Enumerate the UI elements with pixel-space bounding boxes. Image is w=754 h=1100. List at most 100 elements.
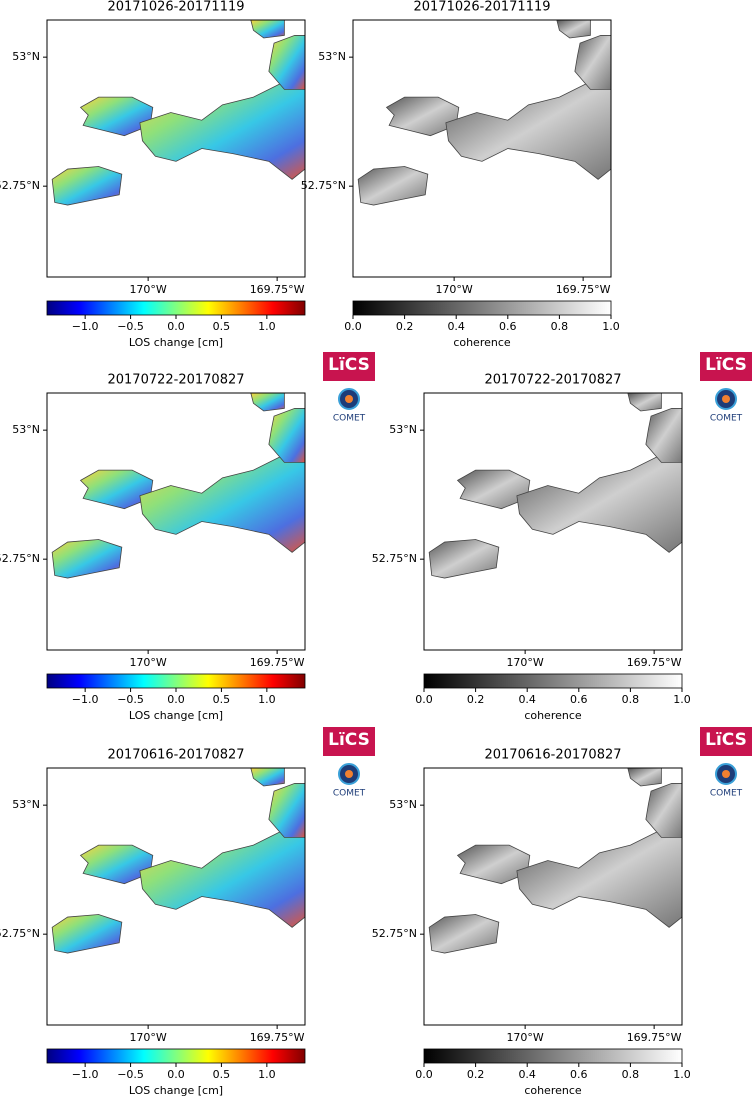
x-tick-label: 169.75°W [627, 1031, 682, 1044]
colorbar-tick-label: −0.5 [117, 320, 144, 333]
panel-title: 20170722-20170827 [107, 373, 244, 388]
colorbar [46, 1048, 306, 1064]
y-tick-label: 52.75°N [372, 552, 417, 565]
colorbar-tick-label: 0.2 [396, 320, 414, 333]
island [428, 539, 500, 579]
colorbar-tick-label: 0.6 [570, 693, 588, 706]
logo-subtitle: COMET [333, 414, 366, 424]
colorbar-tick-label: 1.0 [673, 693, 691, 706]
colorbar-tick-label: 0.8 [622, 1068, 640, 1081]
logo-subtitle: COMET [333, 789, 366, 799]
colorbar-tick-label: 0.5 [213, 1068, 231, 1081]
colorbar-tick-label: 1.0 [602, 320, 620, 333]
x-tick-label: 169.75°W [250, 1031, 305, 1044]
logo-title: LïCS [328, 730, 370, 750]
colorbar-tick-label: 1.0 [258, 320, 276, 333]
colorbar [423, 1048, 683, 1064]
x-tick-label: 169.75°W [556, 283, 611, 296]
y-tick-label: 52.75°N [0, 927, 40, 940]
island [357, 166, 429, 206]
x-tick-label: 170°W [129, 1031, 166, 1044]
logo-globe-core [345, 395, 353, 403]
logo-title: LïCS [705, 730, 747, 750]
map-frame [46, 767, 306, 1026]
y-tick-label: 53°N [389, 423, 417, 436]
colorbar-tick-label: 0.0 [167, 320, 185, 333]
island [268, 783, 306, 838]
island [139, 81, 306, 180]
island [516, 829, 683, 928]
colorbar-tick-label: 0.6 [499, 320, 517, 333]
panel-title: 20170616-20170827 [107, 748, 244, 763]
panel-title: 20171026-20171119 [107, 0, 244, 15]
colorbar-label: LOS change [cm] [129, 709, 223, 722]
map-frame [46, 392, 306, 651]
island [645, 408, 683, 463]
logo-box [323, 727, 375, 756]
colorbar-tick-label: 0.0 [344, 320, 362, 333]
island [456, 469, 531, 510]
y-tick-label: 53°N [12, 50, 40, 63]
y-tick-label: 52.75°N [372, 927, 417, 940]
colorbar-tick-label: 0.5 [213, 320, 231, 333]
colorbar-tick-label: 1.0 [258, 1068, 276, 1081]
island [268, 408, 306, 463]
colorbar-tick-label: −0.5 [117, 1068, 144, 1081]
colorbar-tick-label: 1.0 [673, 1068, 691, 1081]
x-tick-label: 170°W [129, 283, 166, 296]
colorbar-label: LOS change [cm] [129, 1084, 223, 1097]
logo-title: LïCS [328, 355, 370, 375]
island [516, 454, 683, 553]
logo-globe-core [722, 770, 730, 778]
colorbar [352, 300, 612, 316]
x-tick-label: 169.75°W [627, 656, 682, 669]
map-frame [46, 19, 306, 278]
logo-box [700, 352, 752, 381]
colorbar-tick-label: 0.8 [622, 693, 640, 706]
colorbar-tick-label: 0.0 [167, 1068, 185, 1081]
colorbar-tick-label: −0.5 [117, 693, 144, 706]
island [51, 166, 123, 206]
island [268, 35, 306, 90]
island [79, 469, 154, 510]
island [51, 539, 123, 579]
panel-title: 20170616-20170827 [484, 748, 621, 763]
y-tick-label: 53°N [389, 798, 417, 811]
colorbar-tick-label: −1.0 [72, 320, 99, 333]
island [456, 844, 531, 885]
x-tick-label: 170°W [506, 1031, 543, 1044]
map-frame [423, 767, 683, 1026]
logo-globe-core [345, 770, 353, 778]
x-tick-label: 170°W [435, 283, 472, 296]
x-tick-label: 170°W [129, 656, 166, 669]
x-tick-label: 169.75°W [250, 656, 305, 669]
colorbar-tick-label: 0.0 [167, 693, 185, 706]
colorbar-label: coherence [524, 1084, 582, 1097]
logo-subtitle: COMET [710, 789, 743, 799]
colorbar-tick-label: −1.0 [72, 693, 99, 706]
y-tick-label: 52.75°N [301, 179, 346, 192]
colorbar-label: coherence [453, 336, 511, 349]
island [51, 914, 123, 954]
colorbar-tick-label: 1.0 [258, 693, 276, 706]
island [445, 81, 612, 180]
logo-box [323, 352, 375, 381]
colorbar [46, 673, 306, 689]
island [139, 829, 306, 928]
colorbar [46, 300, 306, 316]
colorbar-tick-label: 0.2 [467, 1068, 485, 1081]
colorbar-tick-label: 0.2 [467, 693, 485, 706]
y-tick-label: 53°N [12, 423, 40, 436]
island [79, 96, 154, 137]
y-tick-label: 53°N [12, 798, 40, 811]
panel-title: 20170722-20170827 [484, 373, 621, 388]
island [645, 783, 683, 838]
x-tick-label: 169.75°W [250, 283, 305, 296]
colorbar [423, 673, 683, 689]
logo-box [700, 727, 752, 756]
map-frame [352, 19, 612, 278]
colorbar-tick-label: 0.5 [213, 693, 231, 706]
colorbar-tick-label: 0.8 [551, 320, 569, 333]
panel-title: 20171026-20171119 [413, 0, 550, 15]
